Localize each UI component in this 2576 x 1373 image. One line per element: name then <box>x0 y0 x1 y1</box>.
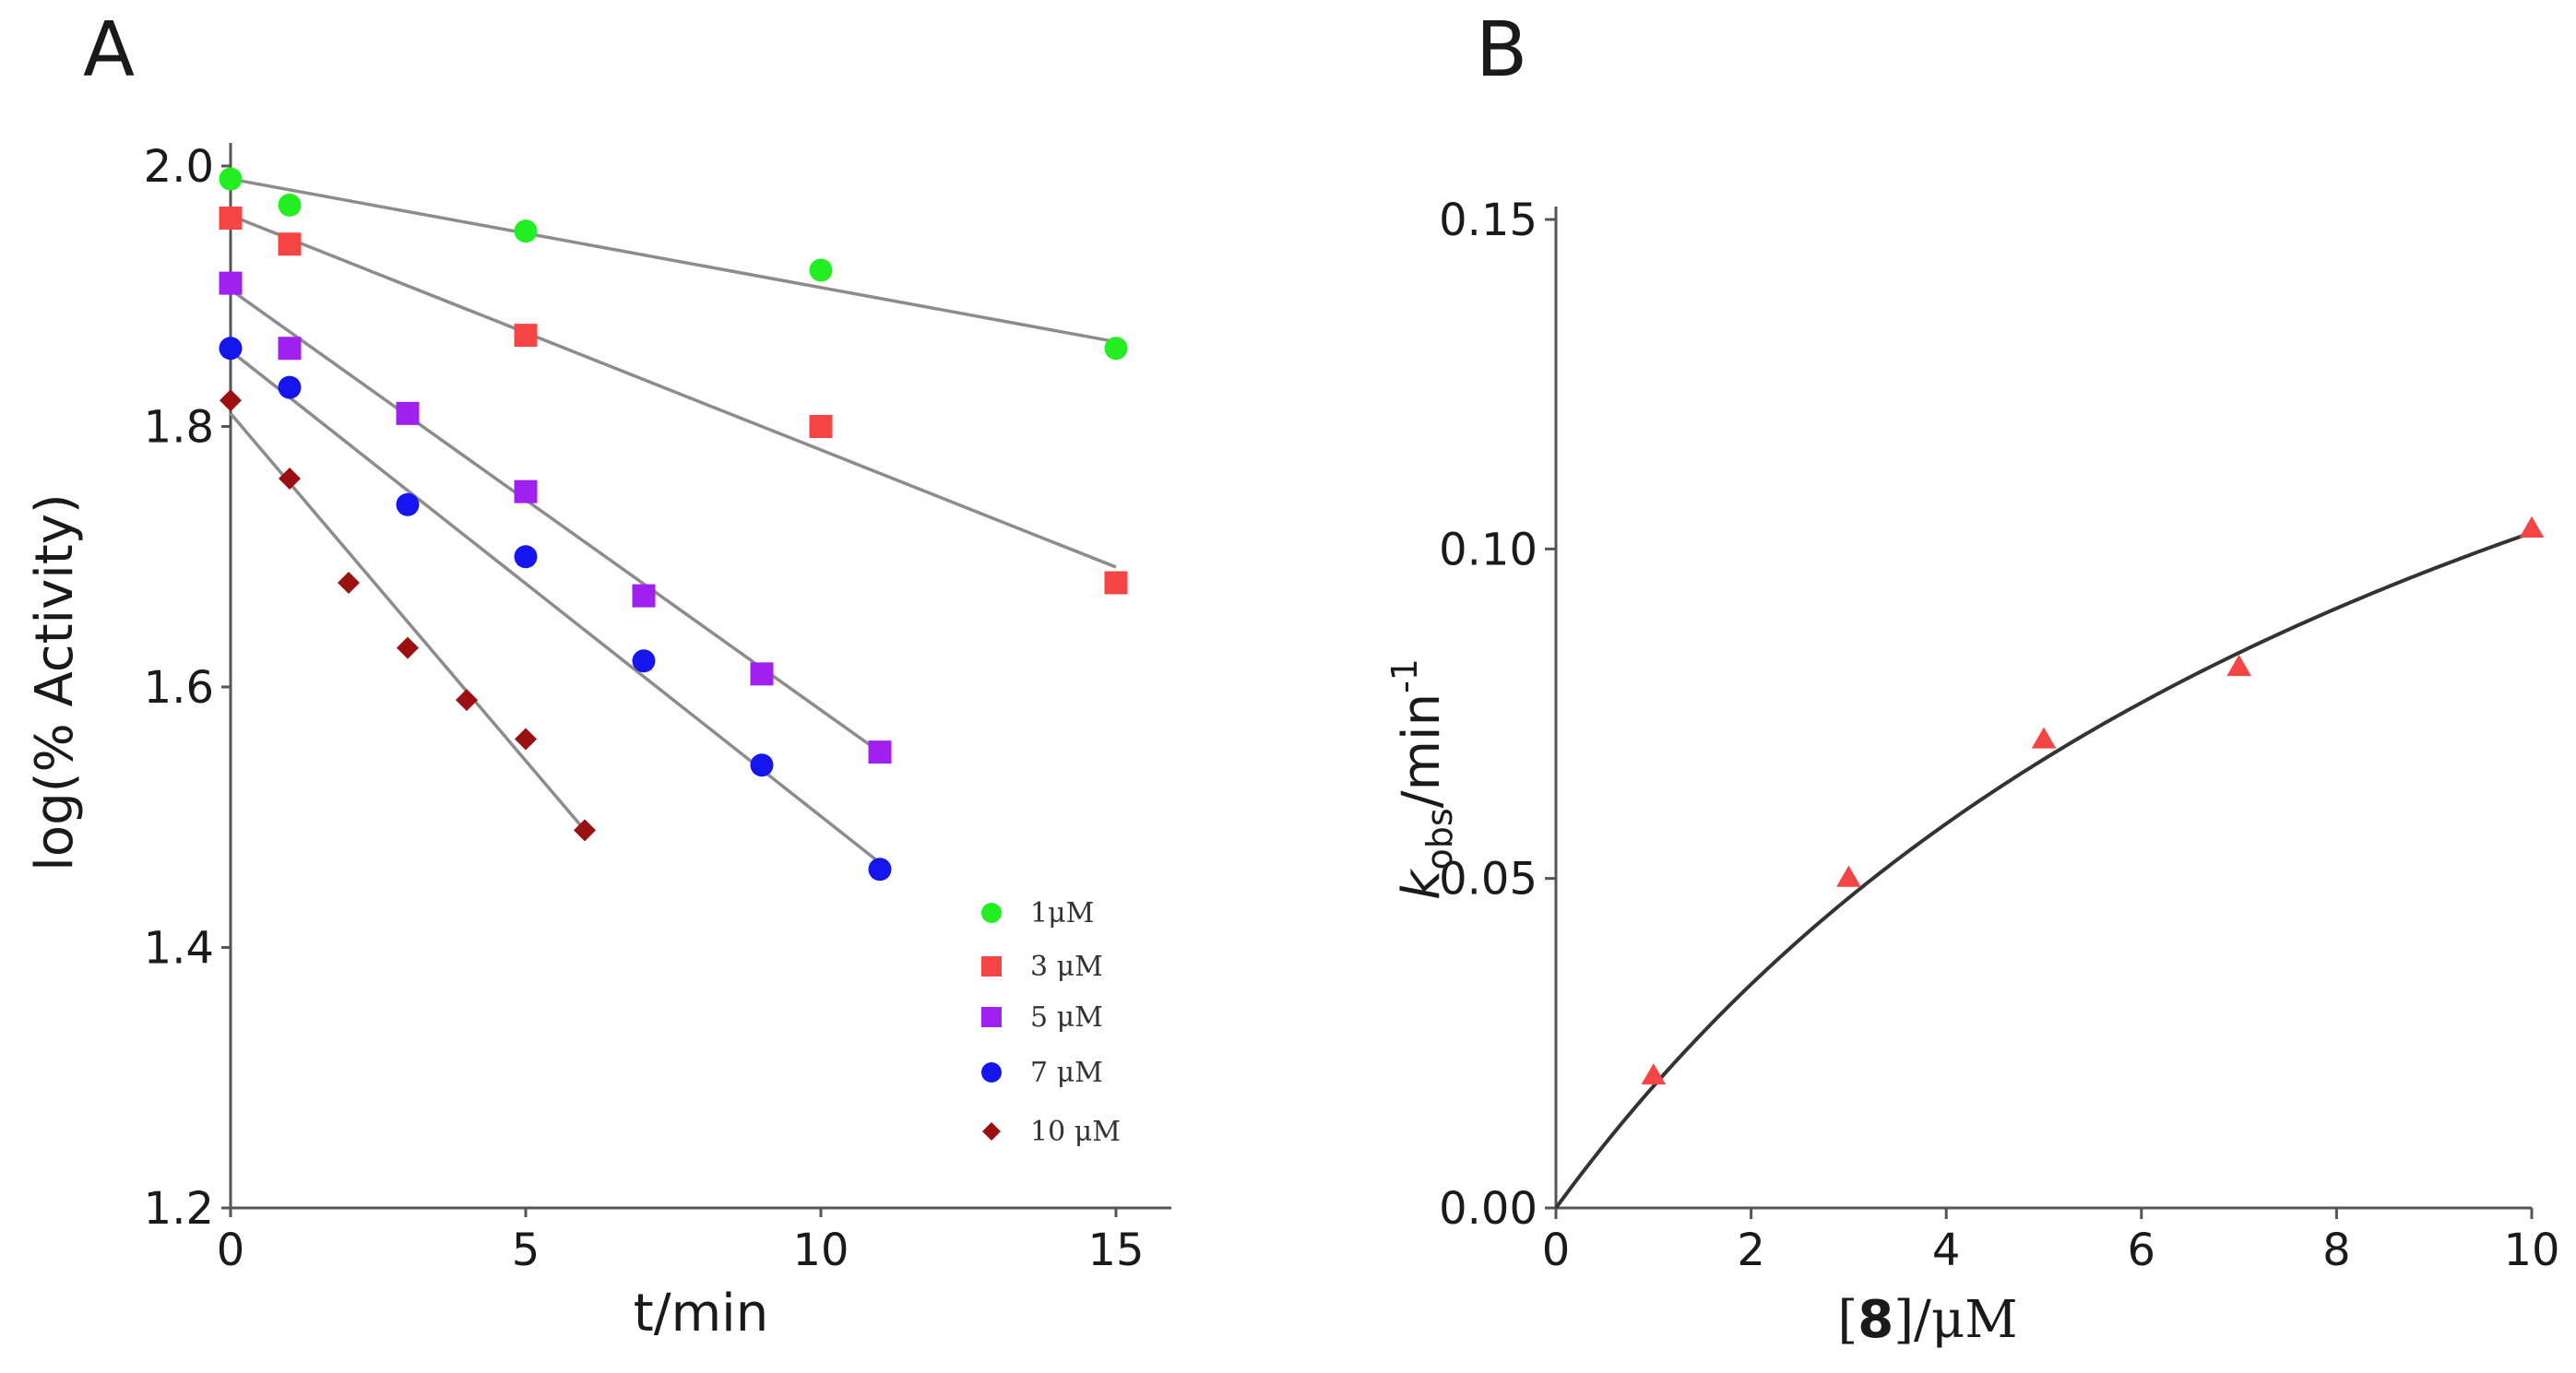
chart-b-fit-curve <box>1554 530 2533 1210</box>
chart-b-fit-curve-path <box>1554 530 2533 1210</box>
chart-b-y-tick-label: 0.15 <box>1439 195 1537 246</box>
chart-a-legend-marker-4 <box>981 1062 1002 1083</box>
chart-a-point-series-4 <box>396 492 420 516</box>
chart-a-point-series-3 <box>514 479 538 503</box>
chart-b-point <box>1641 1063 1667 1085</box>
chart-a-point-series-2 <box>809 415 833 438</box>
chart-b-x-tick-label: 0 <box>1542 1225 1571 1276</box>
chart-a-point-series-1 <box>278 193 302 217</box>
chart-b-y-axis-title-rest: /min <box>1392 693 1452 808</box>
chart-a-point-series-2 <box>514 324 538 348</box>
chart-b-y-axis-title: kobs/min-1 <box>1384 658 1460 900</box>
chart-b-axes: 0 2 4 6 8 10 0.00 0.05 0.10 0.15 <box>1439 195 2559 1276</box>
chart-a-y-tick-label: 1.2 <box>144 1183 214 1235</box>
chart-a-point-series-2 <box>1104 571 1128 595</box>
chart-a-point-series-1 <box>1104 337 1128 361</box>
chart-a-point-series-4 <box>632 649 656 673</box>
chart-b-y-tick-label: 0.00 <box>1439 1183 1537 1235</box>
chart-b-y-tick-label: 0.05 <box>1439 854 1537 905</box>
chart-a-point-series-4 <box>514 545 538 569</box>
chart-a-point-series-4 <box>219 337 243 361</box>
panel-b-label: B <box>1476 6 1527 94</box>
chart-a-point-series-4 <box>750 753 774 777</box>
chart-a-point-series-3 <box>396 401 420 425</box>
chart-a-point-series-1 <box>219 167 243 191</box>
chart-a-points <box>219 167 1128 882</box>
chart-a-x-tick-label: 10 <box>792 1225 849 1276</box>
chart-a-point-series-2 <box>278 232 302 256</box>
chart-b: 0 2 4 6 8 100.000.050.100.15 kobs/min-1 [8]/μ… <box>1384 195 2560 1350</box>
chart-a-legend-label-5: 10 μM <box>1030 1116 1121 1148</box>
chart-a-y-axis-title: log(% Activity) <box>25 493 85 871</box>
chart-a-x-axis-title: t/min <box>634 1284 768 1343</box>
chart-b-y-axis-title-k: k <box>1392 868 1452 900</box>
chart-a-point-series-4 <box>868 858 892 882</box>
chart-a-x-tick-label: 5 <box>512 1225 540 1276</box>
chart-b-x-tick-label: 2 <box>1737 1225 1765 1276</box>
chart-b-point <box>1836 865 1861 887</box>
chart-a-point-series-5 <box>574 819 596 842</box>
chart-a-y-tick-label: 2.0 <box>144 141 214 193</box>
chart-a-legend-label-4: 7 μM <box>1030 1057 1103 1089</box>
chart-a-point-series-5 <box>456 689 478 712</box>
chart-a-legend-marker-5 <box>982 1122 1001 1141</box>
chart-b-y-tick-label: 0.10 <box>1439 524 1537 575</box>
chart-a-fit-line-4 <box>229 349 882 865</box>
chart-b-points <box>1641 515 2545 1085</box>
chart-a-point-series-1 <box>809 258 833 282</box>
chart-b-x-tick-label: 4 <box>1932 1225 1961 1276</box>
chart-b-x-axis-title-bold: 8 <box>1858 1290 1893 1350</box>
chart-b-y-axis-title-sub: obs <box>1419 808 1460 870</box>
chart-a-y-tick-label: 1.6 <box>144 662 214 714</box>
chart-a: 0 5 10 15 1.2 1.4 1.6 1.8 2.0 1μM 3 μM 5 μM 7 μM 10 … <box>25 141 1171 1343</box>
panel-a-label: A <box>83 6 135 94</box>
chart-b-x-axis-title-rest: ]/μM <box>1893 1290 2017 1350</box>
chart-b-x-tick-label: 6 <box>2128 1225 2156 1276</box>
chart-a-x-tick-label: 0 <box>217 1225 245 1276</box>
chart-b-point <box>2519 515 2545 538</box>
chart-a-y-tick-label: 1.8 <box>144 402 214 454</box>
chart-b-y-axis-title-sup: -1 <box>1384 658 1425 693</box>
chart-a-legend-marker-2 <box>981 956 1002 976</box>
chart-a-point-series-5 <box>397 636 419 659</box>
chart-b-point <box>2226 654 2251 677</box>
chart-a-point-series-2 <box>219 207 243 230</box>
chart-a-axes: 0 5 10 15 1.2 1.4 1.6 1.8 2.0 <box>144 141 1171 1276</box>
chart-a-point-series-5 <box>515 728 537 751</box>
chart-a-point-series-3 <box>278 337 302 361</box>
chart-b-x-axis-title-open: [ <box>1837 1290 1858 1350</box>
chart-a-point-series-5 <box>279 468 301 490</box>
chart-a-point-series-4 <box>278 375 302 399</box>
chart-a-point-series-3 <box>868 740 892 764</box>
chart-b-point <box>2031 727 2057 749</box>
chart-a-legend-marker-3 <box>981 1007 1002 1027</box>
chart-a-fit-line-1 <box>230 177 1117 344</box>
chart-a-point-series-3 <box>632 584 656 608</box>
chart-a-y-tick-label: 1.4 <box>144 923 214 975</box>
chart-b-x-axis-title: [8]/μM <box>1837 1290 2017 1350</box>
chart-a-fit-line-2 <box>230 214 1117 569</box>
chart-a-legend: 1μM 3 μM 5 μM 7 μM 10 μM <box>981 897 1121 1148</box>
chart-b-x-tick-label: 10 <box>2503 1225 2559 1276</box>
chart-a-legend-marker-1 <box>981 903 1002 923</box>
chart-a-point-series-1 <box>514 219 538 243</box>
chart-b-x-tick-label: 8 <box>2322 1225 2351 1276</box>
chart-a-fit-lines <box>229 177 1117 865</box>
chart-a-legend-label-2: 3 μM <box>1030 951 1103 983</box>
chart-a-legend-label-1: 1μM <box>1030 897 1094 929</box>
chart-a-point-series-5 <box>220 389 242 412</box>
chart-a-point-series-3 <box>219 271 243 295</box>
chart-a-point-series-3 <box>750 662 774 686</box>
chart-a-point-series-5 <box>338 572 360 594</box>
chart-a-legend-label-3: 5 μM <box>1030 1001 1103 1034</box>
chart-a-x-tick-label: 15 <box>1087 1225 1144 1276</box>
chart-a-fit-line-3 <box>229 288 882 754</box>
